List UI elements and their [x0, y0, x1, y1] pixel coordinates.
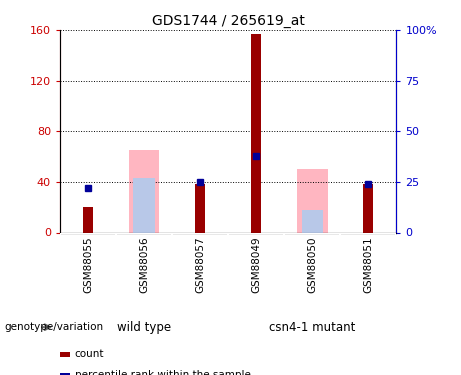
Text: GSM88056: GSM88056 [139, 237, 149, 293]
Text: GSM88050: GSM88050 [307, 237, 317, 293]
Text: GSM88051: GSM88051 [363, 237, 373, 293]
Text: count: count [75, 350, 104, 359]
Text: GSM88057: GSM88057 [195, 237, 205, 293]
Bar [301, 210, 323, 232]
Bar [195, 184, 205, 232]
Bar [297, 169, 328, 232]
Bar [363, 184, 373, 232]
Text: GSM88055: GSM88055 [83, 237, 93, 293]
Bar [129, 150, 160, 232]
Text: percentile rank within the sample: percentile rank within the sample [75, 370, 251, 375]
Text: GSM88049: GSM88049 [251, 237, 261, 293]
Bar [83, 207, 93, 232]
Title: GDS1744 / 265619_at: GDS1744 / 265619_at [152, 13, 305, 28]
Text: csn4-1 mutant: csn4-1 mutant [269, 321, 355, 334]
Text: wild type: wild type [117, 321, 171, 334]
Bar [133, 178, 155, 232]
Bar [251, 34, 261, 232]
Text: genotype/variation: genotype/variation [5, 322, 104, 332]
